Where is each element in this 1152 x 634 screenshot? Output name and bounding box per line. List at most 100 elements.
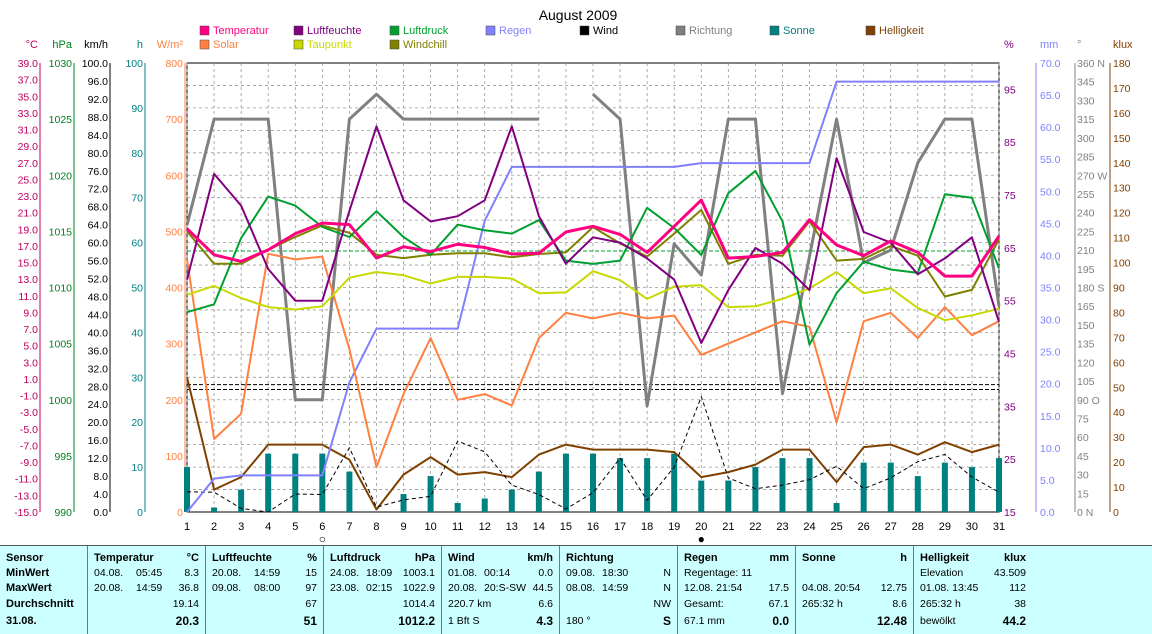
x-tick-label: 14: [533, 521, 545, 533]
bar-sonne: [211, 507, 218, 512]
axis-tick-label: 36.0: [88, 345, 109, 357]
stats-unit: klux: [1003, 552, 1026, 564]
axis-tick-label: 28.0: [88, 381, 109, 393]
axis-tick-label: 90: [131, 103, 143, 115]
axis-tick-label: 65: [1004, 243, 1016, 255]
bar-sonne: [481, 498, 488, 512]
legend-label: Regen: [499, 25, 531, 37]
legend-swatch: [485, 25, 496, 36]
stats-min-label: Elevation: [920, 567, 964, 579]
axis-tick-label: 100: [165, 451, 183, 463]
stats-date: 01.08.: [448, 567, 478, 579]
axis-tick-label: 56.0: [88, 256, 109, 268]
axis-tick-label: 20: [131, 417, 143, 429]
axis-tick-label: 135: [1077, 339, 1095, 351]
axis-tick-label: 270 W: [1077, 170, 1107, 182]
x-tick-label: 23: [776, 521, 788, 533]
axis-tick-label: 11.0: [18, 291, 38, 303]
axis-tick-label: 32.0: [88, 363, 109, 375]
legend-label: Temperatur: [213, 25, 269, 37]
stats-today: 1012.2: [398, 614, 435, 628]
chart-legend: Temperatur Luftfeuchte Luftdruck Regen Wind R…: [199, 25, 924, 51]
axis-tick-label: 300: [165, 339, 183, 351]
axis-tick-label: 0 N: [1077, 507, 1093, 519]
series-line-luftfeuchte: [186, 125, 1000, 344]
axis-tick-label: 3.0: [23, 357, 38, 369]
x-tick-label: 24: [803, 521, 815, 533]
chart-axes: °C 39.0 37.0 35.0 33.0 31.0 29.0 27.0 25.0 23.0 21…: [14, 39, 1133, 519]
bar-sonne: [752, 467, 759, 512]
stats-header: Regen: [684, 552, 718, 564]
stats-value: 1003.1: [402, 567, 435, 579]
bar-sonne: [184, 467, 190, 512]
x-tick-label: 4: [265, 521, 271, 533]
stats-col-sensor: Sensor MinWert MaxWert Durchschnitt 31.0…: [0, 546, 88, 634]
axis-tick-label: 60.0: [1040, 122, 1061, 134]
axis-tick-label: 19.0: [18, 224, 39, 236]
stats-value: 112: [1009, 582, 1026, 594]
axis-tick-label: 400: [165, 283, 183, 295]
stats-avg: NW: [653, 598, 672, 610]
axis-tick-label: 255: [1077, 189, 1095, 201]
bar-sonne: [644, 458, 651, 512]
stats-row-label: MaxWert: [6, 582, 52, 594]
stats-value: 44.5: [532, 582, 553, 594]
axis-tick-label: 60: [1113, 357, 1125, 369]
axis-tick-label: -9.0: [20, 457, 38, 469]
axis-tick-label: 60: [131, 238, 143, 250]
axis-tick-label: 1005: [49, 339, 73, 351]
stats-date: 20.08.: [212, 567, 242, 579]
x-tick-label: 21: [722, 521, 734, 533]
bar-sonne: [887, 462, 894, 512]
axis-tick-label: 20: [1113, 457, 1125, 469]
stats-time: 14:59: [136, 582, 163, 594]
stats-avg: 8.6: [892, 598, 907, 610]
axis-tick-label: 140: [1113, 158, 1131, 170]
stats-col-luftfeuchte: Luftfeuchte % 20.08. 14:59 15 09.08. 08:…: [206, 546, 324, 634]
stats-row-label: MinWert: [6, 567, 50, 579]
axis-tick-label: 1025: [49, 114, 73, 126]
axis-tick-label: 25.0: [18, 174, 39, 186]
axis-tick-label: 5.0: [1040, 475, 1055, 487]
x-tick-label: 17: [614, 521, 626, 533]
legend-label: Richtung: [689, 25, 732, 37]
axis-tick-label: 120: [1077, 357, 1095, 369]
axis-tick-label: 210: [1077, 245, 1095, 257]
axis-tick-label: 1.0: [23, 374, 38, 386]
stats-max-label: 01.08. 13:45: [920, 582, 979, 594]
bar-sonne: [806, 458, 813, 512]
axis-tick-label: 65.0: [1040, 90, 1061, 102]
axis-tick-label: 120: [1113, 208, 1131, 220]
stats-col-temperatur: Temperatur °C 04.08. 05:45 8.3 20.08. 14…: [88, 546, 206, 634]
axis-tick-label: 180: [1113, 58, 1131, 70]
axis-tick-label: 72.0: [88, 184, 109, 196]
bar-sonne: [968, 467, 975, 512]
bar-sonne: [508, 489, 515, 512]
x-tick-label: 1: [184, 521, 190, 533]
axis-tick-label: 95: [1004, 84, 1016, 96]
bar-sonne: [319, 453, 326, 512]
legend-swatch: [865, 25, 876, 36]
axis-unit: °C: [26, 39, 38, 51]
axis-tick-label: 10: [131, 462, 143, 474]
stats-avg: 67: [305, 598, 317, 610]
axis-tick-label: 0: [137, 507, 143, 519]
x-tick-label: 5: [292, 521, 298, 533]
axis-tick-label: 160: [1113, 108, 1131, 120]
bar-sonne: [427, 476, 434, 512]
axis-unit: °: [1077, 39, 1081, 51]
axis-tick-label: 35.0: [1040, 283, 1061, 295]
stats-unit: h: [900, 552, 907, 564]
bar-sonne: [698, 480, 705, 512]
stats-value: 12.75: [880, 582, 907, 594]
axis-tick-label: 225: [1077, 226, 1095, 238]
axis-tick-label: 0: [1113, 507, 1119, 519]
axis-tick-label: -11.0: [15, 474, 38, 486]
axis-tick-label: 37.0: [18, 75, 39, 87]
stats-today: 44.2: [1002, 614, 1026, 628]
axis-tick-label: 52.0: [88, 274, 109, 286]
axis-tick-label: 15: [1004, 507, 1016, 519]
axis-tick-label: 24.0: [88, 399, 109, 411]
axis-tick-label: 39.0: [18, 58, 39, 70]
stats-time: 08:00: [254, 582, 281, 594]
